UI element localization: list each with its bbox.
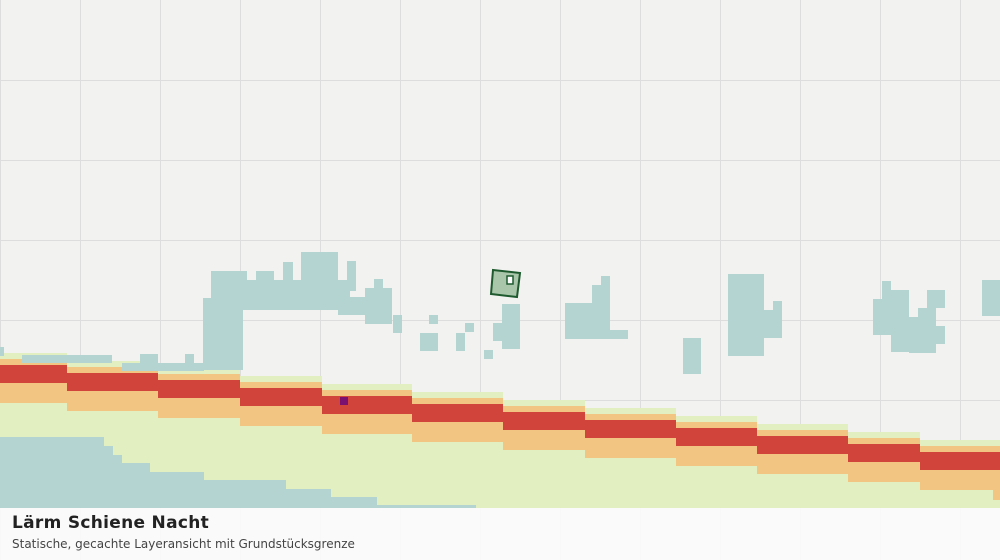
noise-band-high bbox=[0, 365, 1000, 470]
noise-blobs bbox=[0, 252, 1000, 374]
parcel-boundary bbox=[489, 268, 522, 299]
footer: Lärm Schiene Nacht Statische, gecachte L… bbox=[0, 508, 1000, 560]
layer-title: Lärm Schiene Nacht bbox=[12, 513, 210, 533]
layer-subtitle: Statische, gecachte Layeransicht mit Gru… bbox=[12, 537, 355, 551]
noise-band-quiet bbox=[993, 490, 1000, 500]
noise-layer bbox=[0, 353, 1000, 508]
noise-band-quiet bbox=[0, 437, 476, 508]
hotspot bbox=[340, 397, 348, 405]
